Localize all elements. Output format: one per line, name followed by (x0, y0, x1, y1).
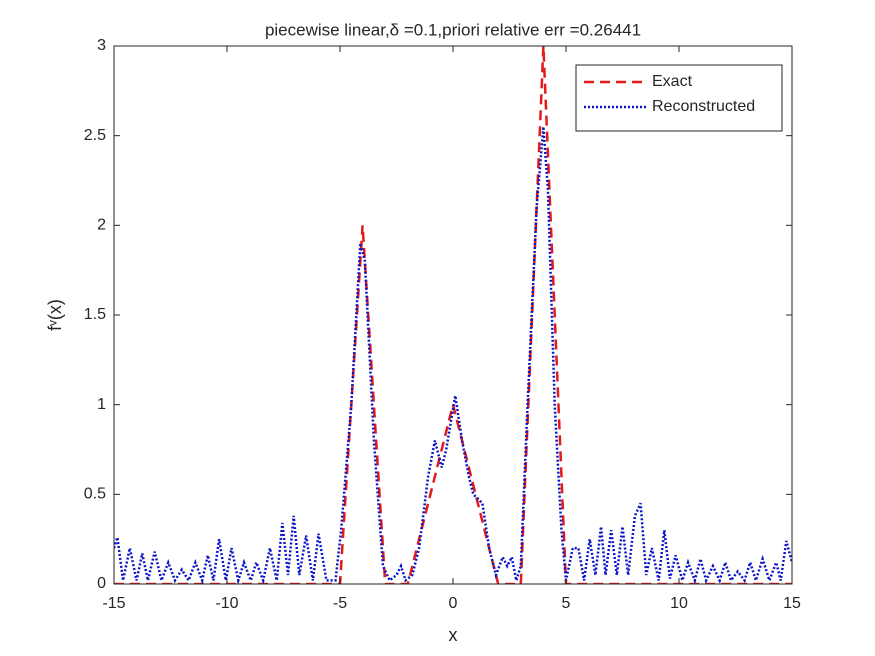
y-tick-label: 3 (97, 37, 106, 54)
legend-label: Reconstructed (652, 98, 755, 115)
legend-box (575, 64, 783, 132)
x-tick-label: 15 (783, 595, 801, 612)
y-tick-label: 1 (97, 396, 106, 413)
y-axis-label: fᵛ(x) (45, 299, 65, 331)
x-tick-label: -10 (215, 595, 238, 612)
y-tick-label: 0.5 (84, 486, 106, 503)
plot-area (114, 46, 792, 584)
y-tick-label: 2 (97, 217, 106, 234)
y-tick-label: 1.5 (84, 306, 106, 323)
chart-title: piecewise linear,δ =0.1,priori relative … (265, 20, 641, 39)
x-tick-label: 0 (449, 595, 458, 612)
y-tick-label: 2.5 (84, 127, 106, 144)
x-tick-label: -5 (333, 595, 347, 612)
x-tick-label: 10 (670, 595, 688, 612)
data-line (114, 126, 792, 584)
x-axis-label: x (449, 625, 458, 645)
x-tick-label: -15 (102, 595, 125, 612)
y-tick-label: 0 (97, 575, 106, 592)
x-tick-label: 5 (562, 595, 571, 612)
legend-label: Exact (652, 73, 693, 90)
